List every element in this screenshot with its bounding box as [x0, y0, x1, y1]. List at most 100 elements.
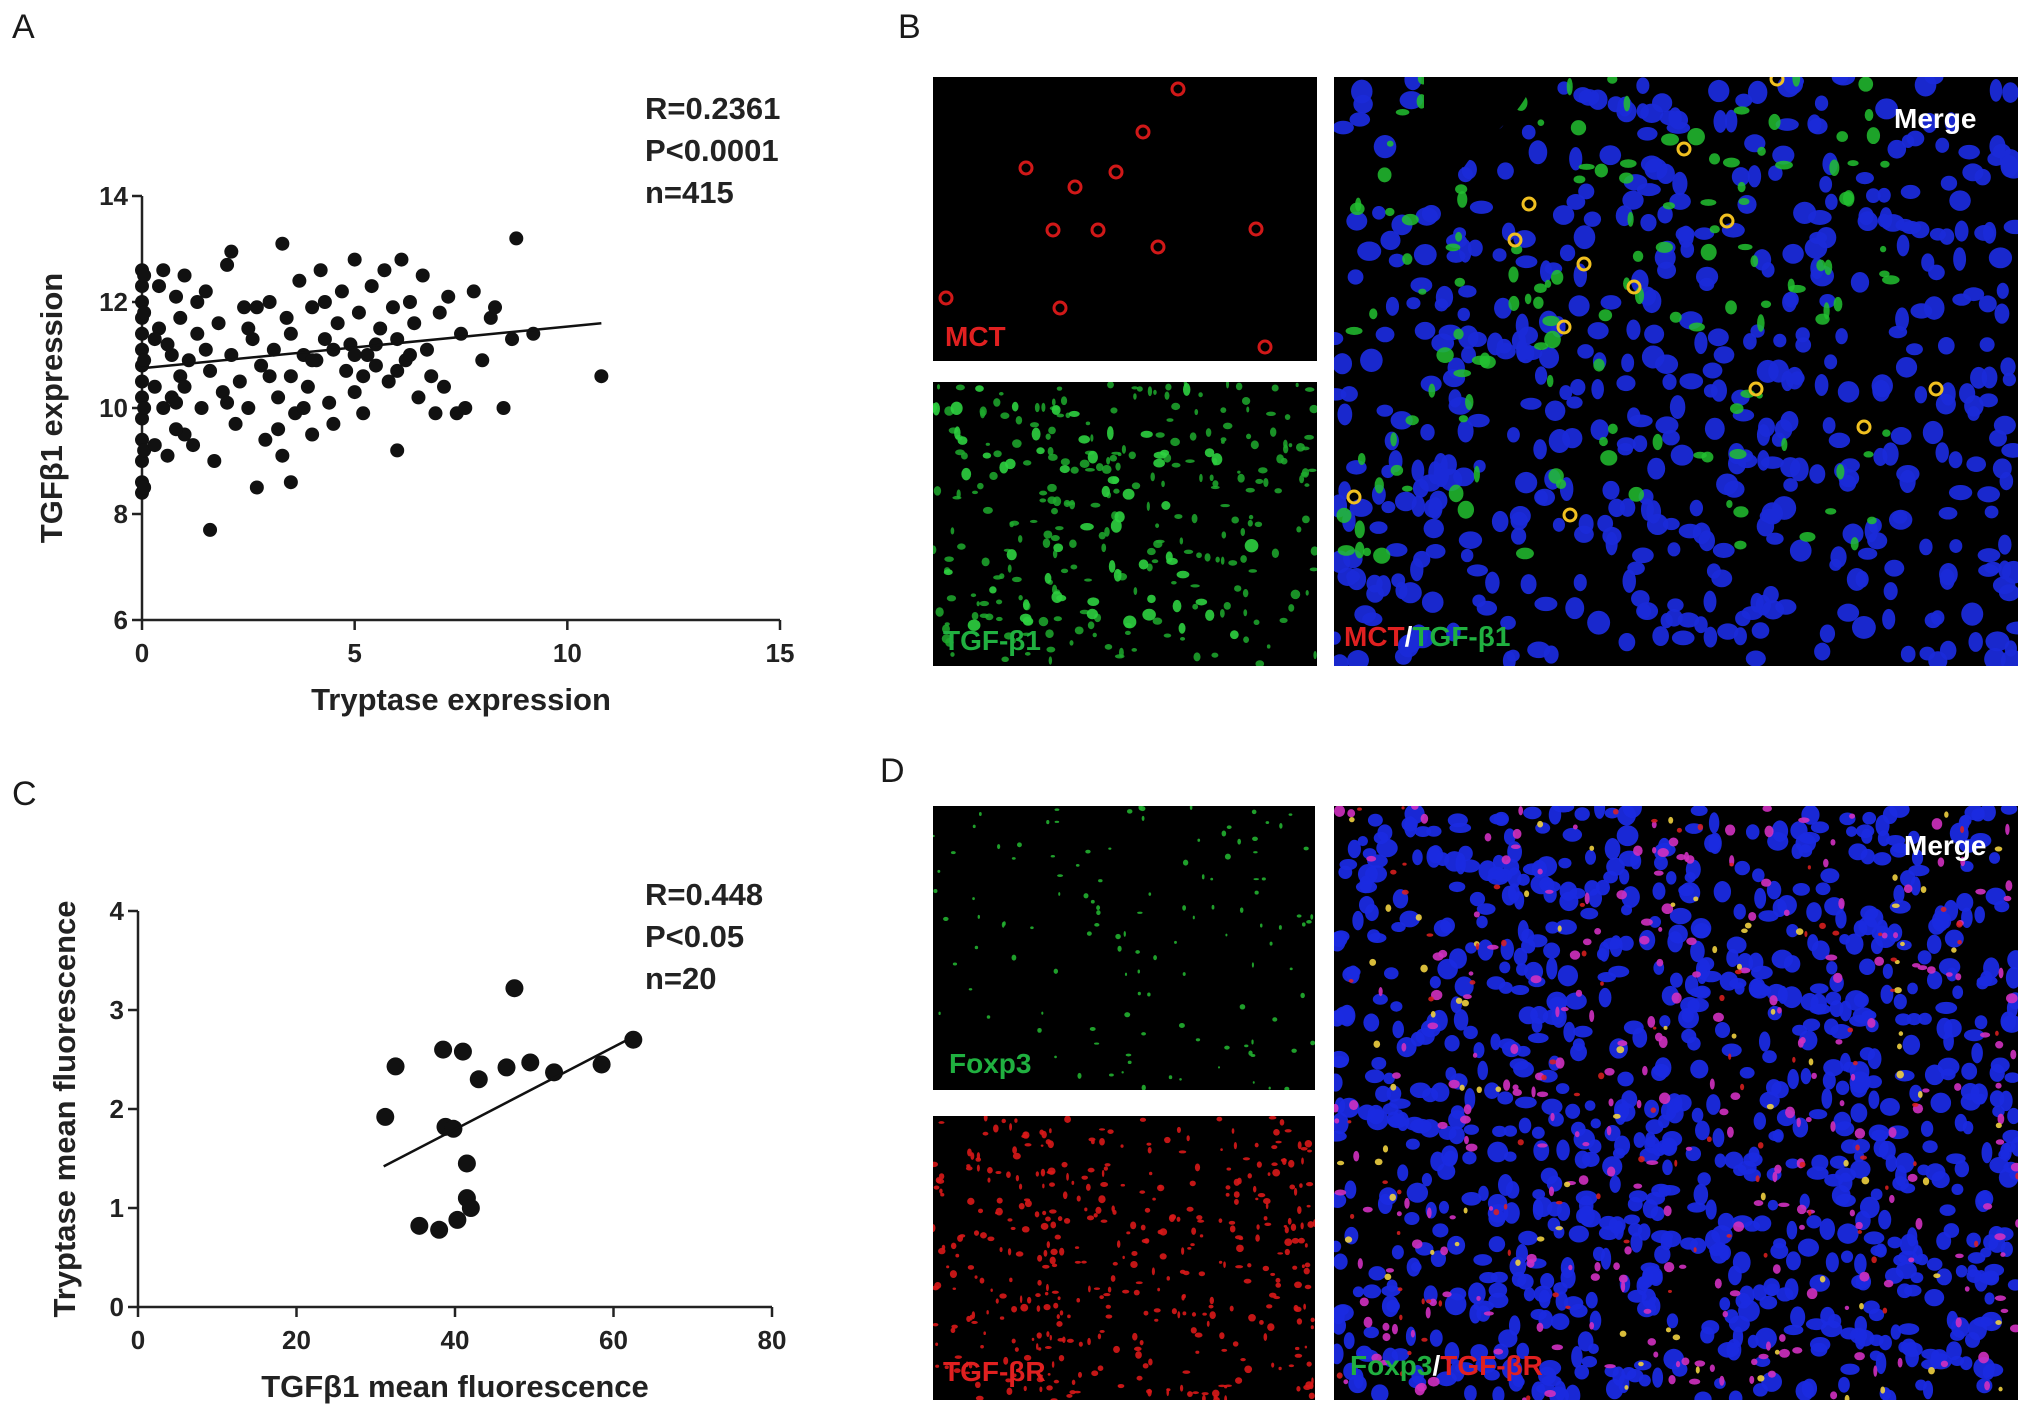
cell-signal	[1621, 1367, 1637, 1380]
cell-signal	[1473, 911, 1480, 918]
cell-signal	[1571, 1346, 1583, 1368]
cell-signal	[1819, 1218, 1836, 1240]
cell-signal	[1509, 505, 1531, 526]
cell-signal	[1266, 411, 1276, 416]
cell-signal	[1155, 432, 1165, 438]
cell-signal	[1135, 1281, 1143, 1285]
cell-signal	[1042, 1210, 1047, 1216]
cell-signal	[1438, 949, 1448, 958]
cell-signal	[1898, 1323, 1920, 1335]
cell-signal	[1242, 1157, 1251, 1161]
cell-signal	[1432, 1223, 1449, 1238]
cell-signal	[1391, 1245, 1404, 1260]
cell-signal	[1163, 633, 1172, 638]
cell-signal	[1940, 175, 1958, 191]
cell-signal	[1600, 450, 1618, 466]
cell-signal	[1882, 429, 1891, 437]
cell-signal	[1346, 211, 1368, 231]
cell-signal	[1799, 1224, 1805, 1230]
cell-signal	[1693, 451, 1707, 459]
cell-signal	[1956, 892, 1974, 912]
x-axis-label: TGFβ1 mean fluorescence	[261, 1369, 649, 1404]
cell-signal	[1882, 442, 1899, 466]
cell-signal	[1487, 944, 1499, 950]
cell-signal	[1192, 915, 1195, 920]
cell-signal	[1889, 806, 1910, 818]
cell-signal	[1445, 622, 1461, 642]
cell-signal	[1562, 827, 1583, 842]
data-point	[283, 369, 298, 384]
cell-signal	[1922, 1140, 1938, 1154]
cell-signal	[1421, 1298, 1425, 1305]
cell-signal	[1124, 630, 1131, 636]
cell-signal	[941, 1244, 946, 1251]
cell-signal	[1476, 1086, 1482, 1094]
cell-signal	[1216, 1116, 1223, 1122]
cell-signal	[1631, 269, 1649, 293]
cell-signal	[1087, 597, 1100, 607]
cell-signal	[1460, 548, 1474, 563]
cell-signal	[1479, 1272, 1498, 1284]
cell-signal	[1638, 1361, 1644, 1367]
cell-signal	[1833, 972, 1843, 984]
cell-signal	[1212, 1389, 1220, 1398]
cell-signal	[1734, 860, 1751, 876]
cell-signal	[1761, 878, 1772, 887]
cell-signal	[1946, 1341, 1962, 1361]
cell-signal	[1681, 1357, 1690, 1366]
cell-signal	[1254, 890, 1259, 895]
cell-signal	[1995, 1082, 2002, 1089]
cell-signal	[1994, 303, 2010, 324]
cell-signal	[979, 600, 990, 607]
cell-signal	[1551, 1344, 1564, 1351]
cell-signal	[1272, 1017, 1278, 1022]
cell-signal	[1252, 1185, 1257, 1193]
cell-signal	[1595, 879, 1610, 896]
cell-signal	[1158, 1184, 1162, 1189]
cell-signal	[1278, 1366, 1282, 1371]
cell-signal	[1996, 282, 2009, 299]
cell-signal	[1448, 1079, 1460, 1089]
cell-signal	[1839, 1100, 1845, 1107]
cell-signal	[1052, 549, 1058, 559]
stats-a: R=0.2361 P<0.0001 n=415	[645, 88, 780, 214]
cell-signal	[1021, 1134, 1029, 1139]
cell-signal	[1566, 396, 1583, 409]
cell-signal	[1462, 1151, 1477, 1165]
cell-signal	[952, 1287, 957, 1290]
cell-signal	[1916, 1253, 1929, 1266]
cell-signal	[1840, 1139, 1860, 1154]
cell-signal	[1050, 1221, 1057, 1229]
cell-signal	[1693, 896, 1699, 902]
data-point	[457, 1154, 476, 1173]
cell-signal	[1596, 1193, 1601, 1200]
cell-signal	[1800, 993, 1819, 1011]
cell-signal	[1147, 386, 1153, 397]
cell-signal	[1201, 1392, 1209, 1396]
cell-signal	[1661, 133, 1679, 146]
cell-signal	[1503, 1203, 1508, 1210]
cell-signal	[1895, 356, 1918, 378]
data-point	[279, 310, 294, 325]
cell-signal	[1007, 1218, 1013, 1222]
cell-signal	[1624, 1246, 1632, 1255]
cell-signal	[1522, 1397, 1527, 1400]
cell-signal	[938, 1011, 941, 1016]
cell-signal	[1699, 277, 1715, 291]
cell-signal	[1714, 1153, 1726, 1168]
cell-signal	[1042, 1264, 1050, 1269]
cell-signal	[1274, 488, 1282, 494]
cell-signal	[1618, 632, 1636, 652]
data-point	[169, 395, 184, 410]
cell-signal	[942, 624, 950, 634]
cell-signal	[1859, 1047, 1876, 1061]
cell-signal	[1035, 1343, 1039, 1350]
data-point	[436, 379, 451, 394]
cell-signal	[1831, 77, 1856, 86]
cell-signal	[1896, 234, 1910, 257]
cell-signal	[1454, 1362, 1476, 1374]
cell-signal	[1103, 1293, 1111, 1297]
cell-signal	[1279, 617, 1288, 623]
cell-signal	[1053, 543, 1064, 553]
cell-signal	[1411, 806, 1419, 810]
